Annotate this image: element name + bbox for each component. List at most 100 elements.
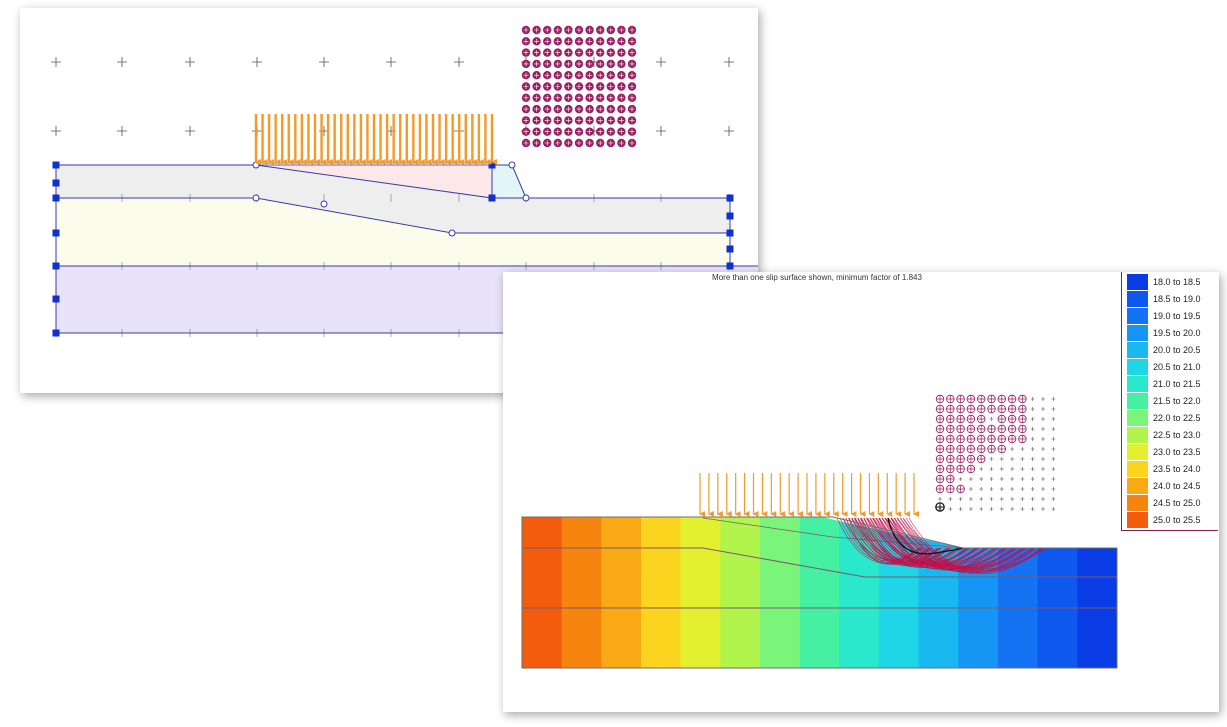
grid-point [999, 497, 1004, 501]
slip-center-cross [565, 50, 571, 56]
grid-point [979, 497, 984, 501]
slip-center-cross [523, 27, 529, 33]
slip-center-cross [998, 415, 1006, 423]
slip-surface [903, 517, 1044, 570]
slip-center-cross [618, 140, 624, 146]
slip-center-cross [587, 129, 593, 135]
slip-center-cross [967, 445, 975, 453]
slip-center-cross [946, 415, 955, 423]
slip-center-cross [555, 27, 561, 33]
slip-center-cross [629, 129, 635, 135]
slip-center-cross [946, 465, 955, 473]
grid-point [1041, 407, 1045, 411]
legend-entry: 18.5 to 19.0 [1126, 291, 1216, 308]
slip-center-cross [629, 117, 635, 123]
grid-point [1030, 437, 1035, 441]
grid-point [938, 497, 942, 501]
grid-point [948, 507, 953, 511]
grid-point [989, 497, 994, 501]
grid-point [1010, 447, 1015, 451]
legend-entry: 23.5 to 24.0 [1126, 461, 1216, 478]
slip-center-cross [597, 27, 603, 33]
contour-band [918, 517, 959, 668]
legend-swatch [1127, 342, 1148, 358]
slip-center-cross [587, 106, 593, 112]
grid-point [1020, 487, 1025, 491]
grid-point [1030, 427, 1035, 431]
slip-center-cross [555, 140, 561, 146]
grid-point [1051, 477, 1056, 481]
contour-bands [522, 517, 1117, 668]
legend-label: 22.5 to 23.0 [1153, 430, 1201, 440]
slip-center-cross [956, 435, 965, 443]
grid-point [989, 487, 994, 491]
critical-center-cross [935, 502, 945, 512]
results-canvas[interactable] [503, 272, 1219, 712]
legend-swatch [1127, 478, 1148, 494]
vertex-circle [252, 194, 260, 202]
slip-center-cross [998, 445, 1006, 453]
contour-band [680, 517, 721, 668]
slip-center-cross [544, 50, 550, 56]
grid-point [989, 457, 994, 461]
slope-outline [521, 516, 1118, 669]
slip-center-cross [597, 50, 603, 56]
legend-label: 24.5 to 25.0 [1153, 498, 1201, 508]
slip-center-cross [587, 38, 593, 44]
slip-center-cross [534, 117, 540, 123]
contour-band [760, 517, 801, 668]
grid-point [989, 507, 994, 511]
contour-band [1077, 517, 1117, 668]
slip-center-cross [534, 140, 540, 146]
vertex-square [52, 194, 60, 202]
slip-center-cross [998, 395, 1006, 403]
slip-center-cross [967, 465, 975, 473]
slip-center-cross [936, 465, 944, 473]
slip-center-cross [608, 117, 614, 123]
grid-point [999, 457, 1004, 461]
grid-point [1010, 467, 1015, 471]
slip-center-cross [967, 455, 975, 463]
contour-band [958, 517, 999, 668]
slip-center-cross [629, 38, 635, 44]
slip-center-cross [618, 84, 624, 89]
grid-point [1051, 457, 1056, 461]
vertex-square [726, 212, 734, 220]
slip-center-cross [523, 117, 529, 123]
material-region-mid [256, 198, 730, 233]
slip-center-cross [608, 129, 614, 135]
grid-point [979, 507, 984, 511]
slip-center-cross [523, 72, 529, 78]
vertex-square [488, 161, 496, 169]
slip-center-cross [608, 140, 614, 146]
slip-center-cross [618, 106, 624, 112]
slip-center-cross [956, 405, 965, 413]
legend-label: 24.0 to 24.5 [1153, 481, 1201, 491]
grid-point [999, 507, 1004, 511]
slip-center-cross [618, 61, 624, 67]
grid-point [968, 487, 973, 491]
vertex-square [52, 161, 60, 169]
slip-center-cross [576, 129, 582, 135]
slip-center-cross [946, 445, 955, 453]
grid-point [979, 487, 984, 491]
slip-center-cross [608, 27, 614, 33]
slip-center-cross [534, 38, 540, 44]
grid-cross [724, 126, 734, 136]
legend-label: 21.0 to 21.5 [1153, 379, 1201, 389]
grid-cross [51, 57, 61, 67]
grid-point [1030, 497, 1035, 501]
grid-point [1041, 437, 1045, 441]
slip-center-cross [534, 84, 540, 89]
slip-center-cross [987, 395, 996, 403]
slip-center-cross [576, 38, 582, 44]
legend-label: 22.0 to 22.5 [1153, 413, 1201, 423]
slip-center-cross [523, 106, 529, 112]
slip-center-cross [987, 425, 996, 433]
slip-center-cross [576, 50, 582, 56]
grid-cross [185, 126, 195, 136]
slip-center-cross [967, 395, 975, 403]
slip-center-cross [576, 117, 582, 123]
slip-center-cross [629, 27, 635, 33]
slip-center-cross [555, 117, 561, 123]
